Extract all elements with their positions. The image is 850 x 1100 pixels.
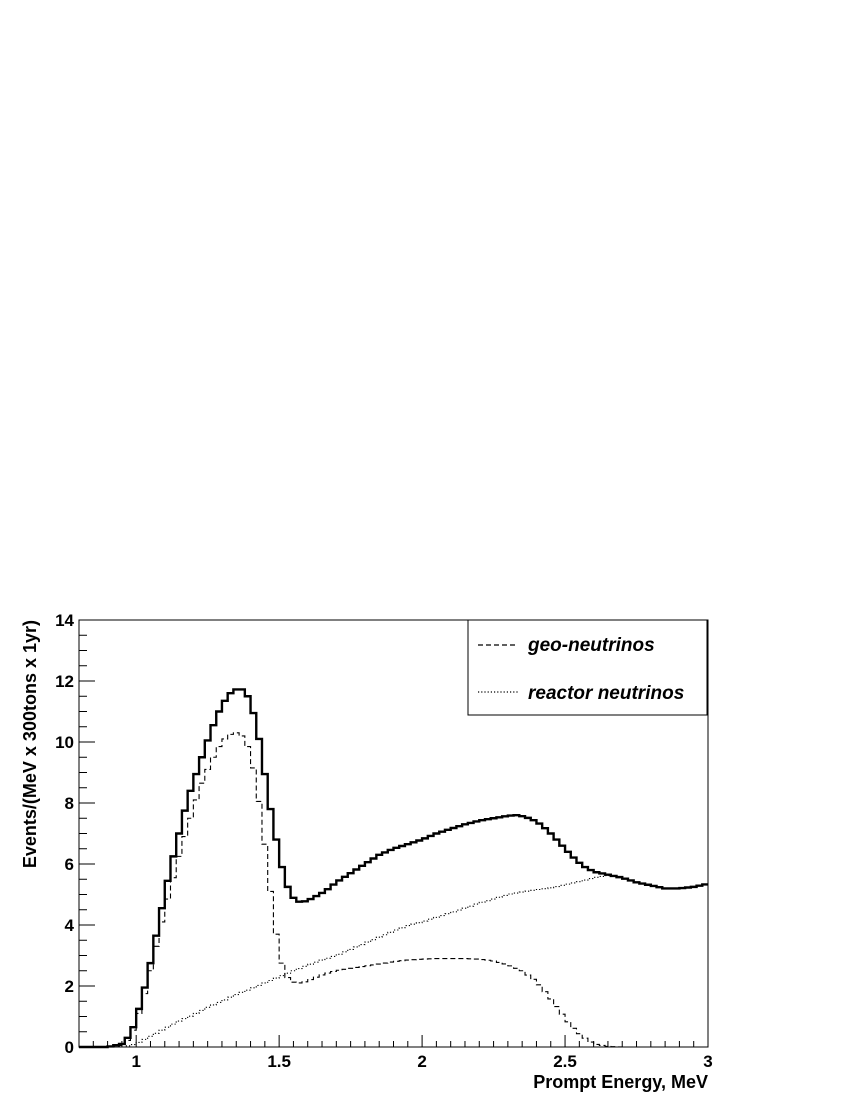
x-tick-label: 3 [703,1052,712,1071]
series-line-geo-neutrinos [79,732,708,1048]
y-tick-label: 0 [65,1038,74,1057]
x-axis: 1 1.5 2 2.5 3 [78,1035,713,1071]
legend: geo-neutrinos reactor neutrinos [467,619,708,716]
y-tick-label: 14 [55,611,74,630]
y-tick-label: 4 [65,916,75,935]
legend-label-reactor-neutrinos: reactor neutrinos [528,683,684,704]
y-tick-label: 12 [55,672,74,691]
y-tick-label: 2 [65,977,74,996]
series-group [79,688,708,1049]
series-line-total [79,688,708,1049]
y-tick-label: 6 [65,855,74,874]
x-axis-title: Prompt Energy, MeV [533,1072,708,1092]
legend-label-geo-neutrinos: geo-neutrinos [527,635,655,656]
y-tick-label: 8 [65,794,74,813]
x-tick-label: 1.5 [267,1052,291,1071]
legend-box [467,619,708,716]
y-axis: 0 2 4 6 8 10 12 14 [55,611,95,1057]
y-axis-title: Events/(MeV x 300tons x 1yr) [20,620,40,868]
x-tick-label: 1 [131,1052,140,1071]
x-tick-label: 2.5 [553,1052,577,1071]
series-line-reactor-neutrinos [79,875,708,1048]
y-tick-label: 10 [55,733,74,752]
x-tick-label: 2 [417,1052,426,1071]
